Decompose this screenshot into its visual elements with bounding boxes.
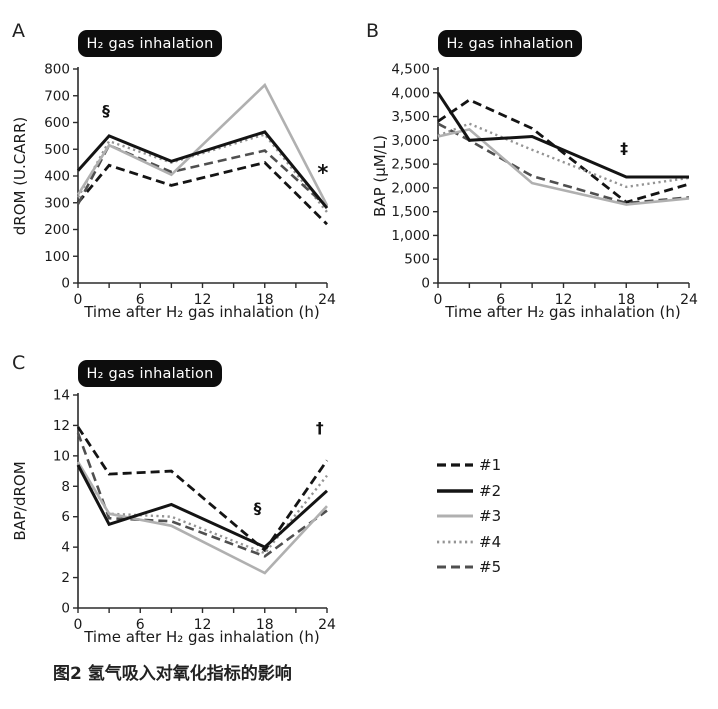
axis-lines: [437, 67, 689, 284]
legend-line-sample-icon: [437, 540, 473, 543]
y-tick-label: 500: [404, 252, 430, 268]
x-tick-label: 12: [194, 292, 212, 308]
x-tick-label: 6: [136, 292, 145, 308]
legend-label: #4: [479, 532, 502, 551]
significance-marker: ‡: [620, 140, 628, 158]
legend-item-4: #4: [436, 532, 502, 551]
series-line-1: [76, 426, 329, 553]
legend-line-sample-icon: [437, 488, 473, 493]
significance-marker: *: [317, 161, 328, 185]
significance-marker: §: [254, 500, 262, 518]
x-axis-label-c: Time after H₂ gas inhalation (h): [84, 628, 320, 646]
panel-b: B H₂ gas inhalation BAP (μM/L) Time afte…: [358, 0, 718, 332]
x-axis-label-b: Time after H₂ gas inhalation (h): [445, 303, 681, 321]
legend-line-sample-icon: [437, 565, 473, 569]
series-line-4: [76, 462, 328, 555]
legend-label: #5: [479, 558, 502, 576]
series-line-1: [76, 161, 328, 226]
legend-item-3: #3: [436, 507, 502, 525]
h2-inhalation-badge-b: H₂ gas inhalation: [438, 30, 582, 57]
y-tick-label: 1,000: [391, 228, 430, 244]
x-tick-label: 6: [136, 617, 145, 633]
significance-marker: §: [102, 102, 110, 120]
x-tick-label: 18: [256, 292, 274, 308]
legend-item-1: #1: [436, 456, 502, 474]
figure-caption: 图2 氢气吸入对氧化指标的影响: [53, 664, 292, 684]
y-tick-label: 1,500: [391, 204, 430, 220]
chart-b-plot: 0 500 1,000 1,500 2,000 2,500 3,000 3,500 4,000 4…: [391, 62, 698, 309]
y-tick-label: 0: [421, 276, 430, 292]
x-axis-label-a: Time after H₂ gas inhalation (h): [84, 303, 320, 321]
x-tick-label: 24: [318, 292, 336, 308]
h2-inhalation-badge-a: H₂ gas inhalation: [78, 30, 222, 57]
axis-lines: [77, 393, 327, 609]
x-tick-label: 0: [74, 617, 83, 633]
h2-inhalation-badge-c: H₂ gas inhalation: [78, 360, 222, 387]
y-tick-label: 2,500: [391, 157, 430, 173]
y-tick-label: 600: [44, 115, 70, 131]
y-tick-label: 100: [44, 249, 70, 265]
y-tick-label: 2,000: [391, 180, 430, 196]
panel-label-b: B: [366, 20, 380, 42]
x-tick-label: 18: [256, 617, 274, 633]
series-line-3: [76, 82, 329, 206]
y-tick-label: 800: [44, 62, 70, 78]
x-tick-label: 12: [194, 617, 212, 633]
chart-a-plot: 0 100 200 300 400 500 600 700 800 0 6 12 18 24 § *: [44, 62, 336, 309]
x-tick-label: 0: [74, 292, 83, 308]
y-tick-label: 4,000: [391, 85, 430, 101]
legend-label: #2: [479, 481, 502, 500]
y-tick-label: 4: [61, 540, 70, 556]
y-tick-label: 200: [44, 222, 70, 238]
series-line-1: [437, 98, 690, 204]
series-line-5: [76, 432, 328, 558]
legend-label: #1: [479, 456, 502, 474]
y-tick-label: 12: [53, 418, 70, 434]
y-tick-label: 300: [44, 195, 70, 211]
x-tick-label: 6: [496, 292, 505, 308]
y-tick-label: 0: [61, 276, 70, 292]
panel-a: A H₂ gas inhalation dROM (U.CARR) Time a…: [0, 0, 360, 332]
series-line-2: [76, 464, 329, 549]
series-line-2: [436, 91, 689, 179]
x-tick-label: 18: [617, 292, 635, 308]
legend-item-5: #5: [436, 558, 502, 576]
series-line-3: [76, 461, 328, 575]
y-tick-label: 400: [44, 169, 70, 185]
series-line-4: [437, 122, 690, 189]
significance-marker: †: [316, 419, 324, 437]
series-line-5: [76, 143, 328, 208]
y-tick-label: 3,000: [391, 133, 430, 149]
y-tick-label: 3,500: [391, 109, 430, 125]
series-line-3: [437, 127, 690, 206]
legend-item-2: #2: [436, 481, 502, 500]
y-tick-label: 6: [61, 509, 70, 525]
panel-c: C H₂ gas inhalation BAP/dROM Time after …: [0, 330, 360, 662]
panel-label-a: A: [12, 20, 25, 42]
y-tick-label: 4,500: [391, 62, 430, 78]
x-tick-label: 12: [555, 292, 573, 308]
y-tick-label: 500: [44, 142, 70, 158]
x-tick-label: 24: [318, 617, 336, 633]
x-tick-label: 0: [434, 292, 443, 308]
panel-label-c: C: [12, 352, 26, 374]
y-tick-label: 2: [61, 570, 70, 586]
legend-label: #3: [479, 507, 502, 525]
y-tick-label: 700: [44, 88, 70, 104]
series-legend: #1 #2 #3 #4 #5: [436, 456, 502, 586]
y-tick-label: 14: [53, 388, 70, 404]
x-tick-label: 24: [680, 292, 698, 308]
legend-line-sample-icon: [437, 514, 473, 518]
legend-line-sample-icon: [437, 463, 473, 467]
series-line-2: [76, 130, 329, 210]
y-tick-label: 0: [61, 601, 70, 617]
axis-lines: [77, 67, 327, 284]
y-tick-label: 10: [53, 448, 70, 464]
y-tick-label: 8: [61, 479, 70, 495]
